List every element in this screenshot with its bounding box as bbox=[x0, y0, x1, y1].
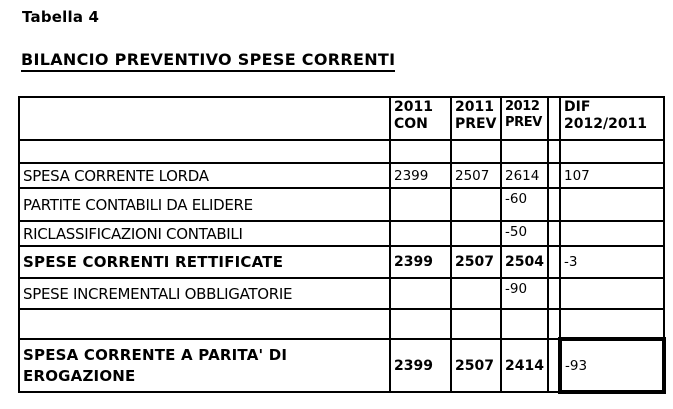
row-label bbox=[18, 139, 391, 164]
header-empty-cell bbox=[18, 96, 391, 141]
header-2011-prev: 2011 PREV bbox=[450, 96, 502, 141]
cell-dif bbox=[559, 139, 665, 164]
cell-2011-con: 2399 bbox=[389, 338, 452, 393]
row-spesa-corrente-a-parita-di-erogazione: SPESA CORRENTE A PARITA' DI EROGAZIONE 2… bbox=[18, 337, 666, 394]
cell-2011-prev bbox=[450, 220, 502, 247]
row-label: SPESA CORRENTE LORDA bbox=[18, 162, 391, 189]
row-spese-incrementali-obbligatorie: SPESE INCREMENTALI OBBLIGATORIE -90 bbox=[18, 277, 665, 310]
cell-gap bbox=[547, 338, 561, 393]
cell-gap bbox=[547, 139, 561, 164]
cell-gap bbox=[547, 162, 561, 189]
header-2012-prev: 2012 PREV bbox=[500, 96, 549, 141]
cell-2011-con bbox=[389, 187, 452, 222]
cell-2012-prev: -60 bbox=[500, 187, 549, 222]
cell-gap bbox=[547, 277, 561, 310]
cell-dif-highlighted: -93 bbox=[558, 337, 666, 394]
cell-2011-con: 2399 bbox=[389, 245, 452, 279]
spacer-row bbox=[18, 139, 665, 164]
header-2011-con: 2011 CON bbox=[389, 96, 452, 141]
cell-gap bbox=[547, 245, 561, 279]
cell-2011-prev bbox=[450, 187, 502, 222]
row-riclassificazioni-contabili: RICLASSIFICAZIONI CONTABILI -50 bbox=[18, 220, 665, 247]
cell-2012-prev: 2614 bbox=[500, 162, 549, 189]
table-header-row: 2011 CON 2011 PREV 2012 PREV DIF 2012/20… bbox=[18, 96, 665, 141]
cell-dif: -3 bbox=[559, 245, 665, 279]
spacer-row bbox=[18, 308, 665, 340]
row-label: SPESE CORRENTI RETTIFICATE bbox=[18, 245, 391, 279]
document-title: Tabella 4 bbox=[22, 8, 100, 26]
cell-2012-prev bbox=[500, 139, 549, 164]
cell-2012-prev: 2504 bbox=[500, 245, 549, 279]
cell-gap bbox=[547, 308, 561, 340]
cell-gap bbox=[547, 187, 561, 222]
cell-2012-prev: -90 bbox=[500, 277, 549, 310]
cell-2011-prev: 2507 bbox=[450, 162, 502, 189]
cell-2011-prev: 2507 bbox=[450, 245, 502, 279]
cell-2011-con: 2399 bbox=[389, 162, 452, 189]
cell-dif bbox=[559, 187, 665, 222]
row-partite-contabili-da-elidere: PARTITE CONTABILI DA ELIDERE -60 bbox=[18, 187, 665, 222]
row-label bbox=[18, 308, 391, 340]
row-label: RICLASSIFICAZIONI CONTABILI bbox=[18, 220, 391, 247]
cell-dif: 107 bbox=[559, 162, 665, 189]
row-spesa-corrente-lorda: SPESA CORRENTE LORDA 2399 2507 2614 107 bbox=[18, 162, 665, 189]
cell-2011-prev bbox=[450, 277, 502, 310]
row-label: PARTITE CONTABILI DA ELIDERE bbox=[18, 187, 391, 222]
cell-2011-con bbox=[389, 220, 452, 247]
cell-gap bbox=[547, 220, 561, 247]
cell-dif bbox=[559, 308, 665, 340]
cell-2011-prev bbox=[450, 139, 502, 164]
cell-2012-prev bbox=[500, 308, 549, 340]
cell-2012-prev: 2414 bbox=[500, 338, 549, 393]
row-spese-correnti-rettificate: SPESE CORRENTI RETTIFICATE 2399 2507 250… bbox=[18, 245, 665, 279]
budget-table: 2011 CON 2011 PREV 2012 PREV DIF 2012/20… bbox=[18, 96, 666, 394]
header-gap-cell bbox=[547, 96, 561, 141]
cell-2011-prev: 2507 bbox=[450, 338, 502, 393]
header-dif-2012-2011: DIF 2012/2011 bbox=[559, 96, 665, 141]
cell-2011-con bbox=[389, 308, 452, 340]
cell-dif bbox=[559, 220, 665, 247]
cell-2011-con bbox=[389, 139, 452, 164]
row-label: SPESA CORRENTE A PARITA' DI EROGAZIONE bbox=[18, 338, 391, 393]
cell-2011-prev bbox=[450, 308, 502, 340]
cell-dif bbox=[559, 277, 665, 310]
cell-2012-prev: -50 bbox=[500, 220, 549, 247]
row-label: SPESE INCREMENTALI OBBLIGATORIE bbox=[18, 277, 391, 310]
document-heading: BILANCIO PREVENTIVO SPESE CORRENTI bbox=[21, 50, 396, 72]
cell-2011-con bbox=[389, 277, 452, 310]
